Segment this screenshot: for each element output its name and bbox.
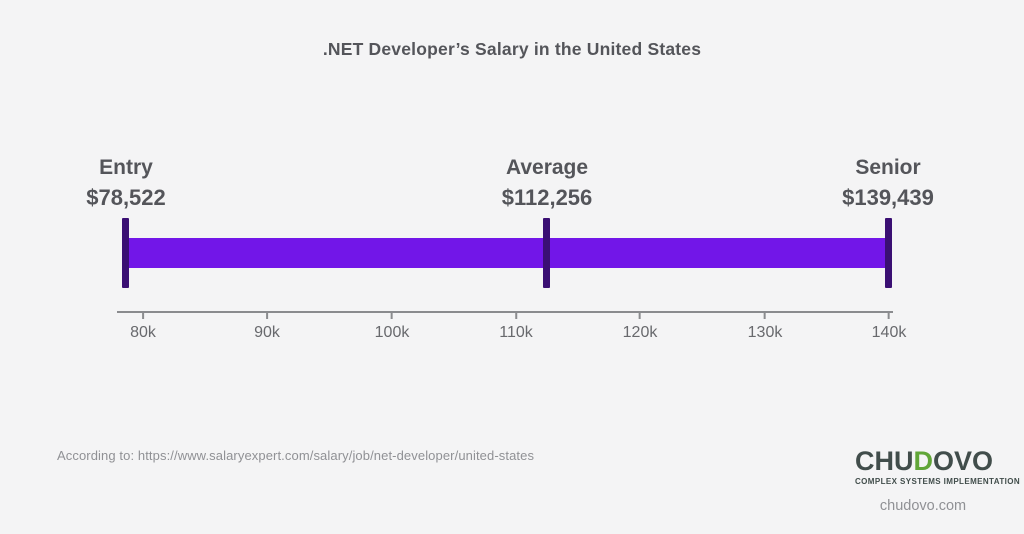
average-salary-value: $112,256	[501, 185, 593, 210]
tick-mark	[514, 312, 517, 319]
tick-mark	[390, 312, 393, 319]
tick-mark	[763, 312, 766, 319]
source-note: According to: https://www.salaryexpert.c…	[57, 448, 535, 463]
axis-tick-100k: 100k	[374, 312, 410, 342]
logo-text-accent-d: D	[913, 446, 934, 476]
logo-text-post: OVO	[933, 446, 994, 476]
tick-label: 140k	[871, 324, 907, 341]
chudovo-logo-block: CHUDOVO COMPLEX SYSTEMS IMPLEMENTATION c…	[855, 446, 1021, 515]
tick-label: 130k	[747, 324, 783, 341]
tick-mark	[265, 312, 268, 319]
axis-tick-120k: 120k	[622, 312, 658, 342]
chudovo-logo: CHUDOVO	[855, 446, 994, 476]
senior-marker	[885, 218, 892, 288]
senior-point-labels: Senior $139,439	[842, 153, 934, 213]
senior-label: Senior	[855, 156, 921, 179]
axis-tick-110k: 110k	[499, 312, 533, 342]
axis-tick-130k: 130k	[747, 312, 783, 342]
tick-label: 120k	[622, 324, 658, 341]
tick-label: 80k	[130, 324, 156, 341]
chart-title: .NET Developer’s Salary in the United St…	[322, 39, 702, 59]
x-axis-line	[117, 311, 893, 313]
tick-mark	[141, 312, 144, 319]
axis-tick-80k: 80k	[130, 312, 156, 342]
entry-marker	[122, 218, 129, 288]
average-label: Average	[505, 156, 589, 179]
tick-label: 100k	[374, 324, 410, 341]
website-text: chudovo.com	[879, 498, 967, 514]
tick-mark	[638, 312, 641, 319]
logo-tagline: COMPLEX SYSTEMS IMPLEMENTATION	[855, 477, 1021, 486]
salary-range-bar	[125, 238, 889, 268]
axis-tick-140k: 140k	[871, 312, 907, 342]
entry-point-labels: Entry $78,522	[86, 153, 166, 213]
senior-salary-value: $139,439	[842, 185, 934, 210]
entry-label: Entry	[99, 156, 153, 179]
average-marker	[543, 218, 550, 288]
entry-salary-value: $78,522	[86, 185, 166, 210]
tick-label: 110k	[499, 324, 533, 341]
axis-tick-90k: 90k	[254, 312, 280, 342]
tick-label: 90k	[254, 324, 280, 341]
average-point-labels: Average $112,256	[502, 153, 593, 213]
logo-text-pre: CHU	[855, 446, 914, 476]
tick-mark	[887, 312, 890, 319]
